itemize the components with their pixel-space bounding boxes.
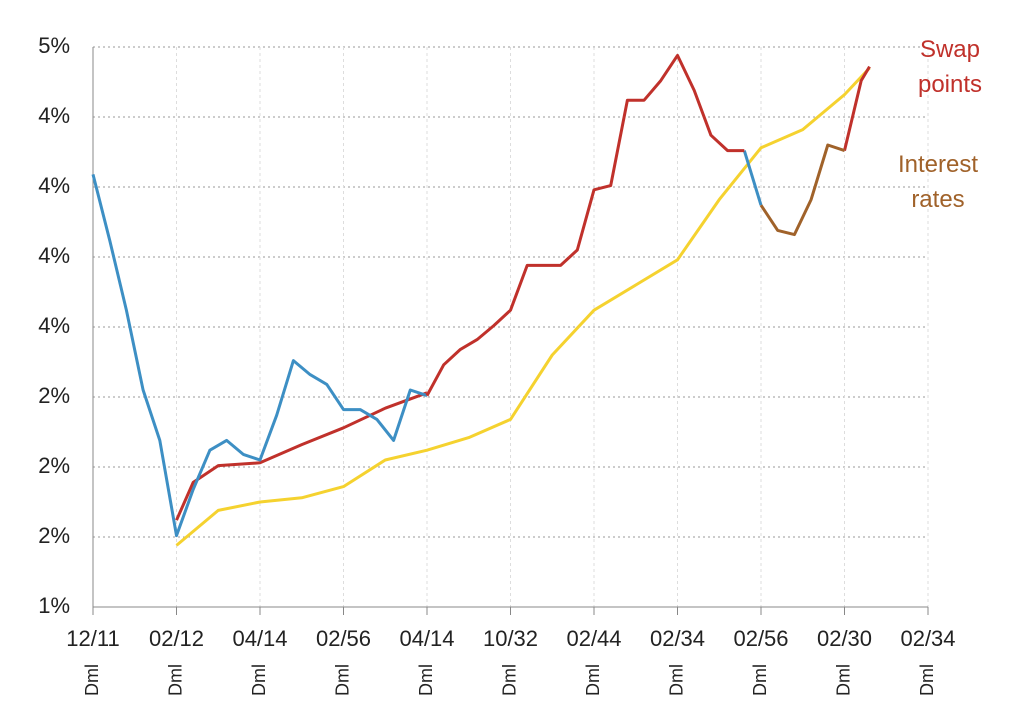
x-tick-sublabel: Dml <box>332 664 352 696</box>
series-line <box>843 65 871 151</box>
y-tick-label: 4% <box>38 313 70 338</box>
x-tick-sublabel: Dml <box>666 664 686 696</box>
series-line <box>175 391 428 521</box>
y-tick-label: 1% <box>38 593 70 618</box>
x-tick-label: 02/30 <box>817 626 872 651</box>
y-tick-label: 2% <box>38 523 70 548</box>
x-tick-sublabel: Dml <box>165 664 185 696</box>
x-tick-sublabel: Dml <box>499 664 519 696</box>
series-line <box>91 174 428 538</box>
x-tick-label: 10/32 <box>483 626 538 651</box>
x-tick-sublabel: Dml <box>416 664 436 696</box>
x-tick-label: 02/34 <box>900 626 955 651</box>
y-tick-label: 4% <box>38 103 70 128</box>
x-tick-sublabel: Dml <box>249 664 269 696</box>
x-tick-label: 02/34 <box>650 626 705 651</box>
y-tick-label: 4% <box>38 243 70 268</box>
x-tick-label: 04/14 <box>399 626 454 651</box>
x-tick-label: 12/11 <box>66 626 119 651</box>
x-tick-label: 02/56 <box>316 626 371 651</box>
series-label: Interest rates <box>897 151 979 213</box>
x-tick-sublabel: Dml <box>917 664 937 696</box>
series-line <box>742 150 763 206</box>
y-tick-label: 2% <box>38 453 70 478</box>
x-tick-label: 02/44 <box>566 626 621 651</box>
series-line <box>759 143 845 237</box>
y-tick-label: 4% <box>38 173 70 198</box>
series-line <box>175 66 871 547</box>
series-label: Swap points <box>917 36 983 98</box>
y-tick-label: 2% <box>38 383 70 408</box>
series-line <box>425 53 745 397</box>
y-tick-label: 5% <box>38 33 70 58</box>
x-tick-label: 04/14 <box>232 626 287 651</box>
x-tick-sublabel: Dml <box>82 664 102 696</box>
x-tick-label: 02/56 <box>733 626 788 651</box>
x-tick-sublabel: Dml <box>750 664 770 696</box>
x-tick-sublabel: Dml <box>833 664 853 696</box>
x-tick-sublabel: Dml <box>583 664 603 696</box>
x-tick-label: 02/12 <box>149 626 204 651</box>
